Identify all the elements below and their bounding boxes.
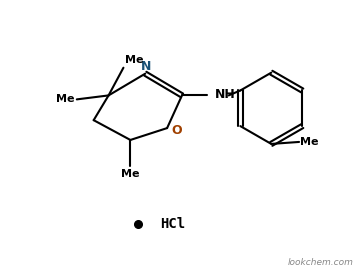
Text: Me: Me <box>121 169 140 179</box>
Text: Me: Me <box>56 94 75 104</box>
Text: HCl: HCl <box>160 217 185 231</box>
Text: N: N <box>141 60 151 73</box>
Text: Me: Me <box>300 137 318 147</box>
Text: O: O <box>172 124 182 136</box>
Text: lookchem.com: lookchem.com <box>288 258 354 267</box>
Text: NH: NH <box>215 88 236 101</box>
Text: Me: Me <box>125 55 144 65</box>
